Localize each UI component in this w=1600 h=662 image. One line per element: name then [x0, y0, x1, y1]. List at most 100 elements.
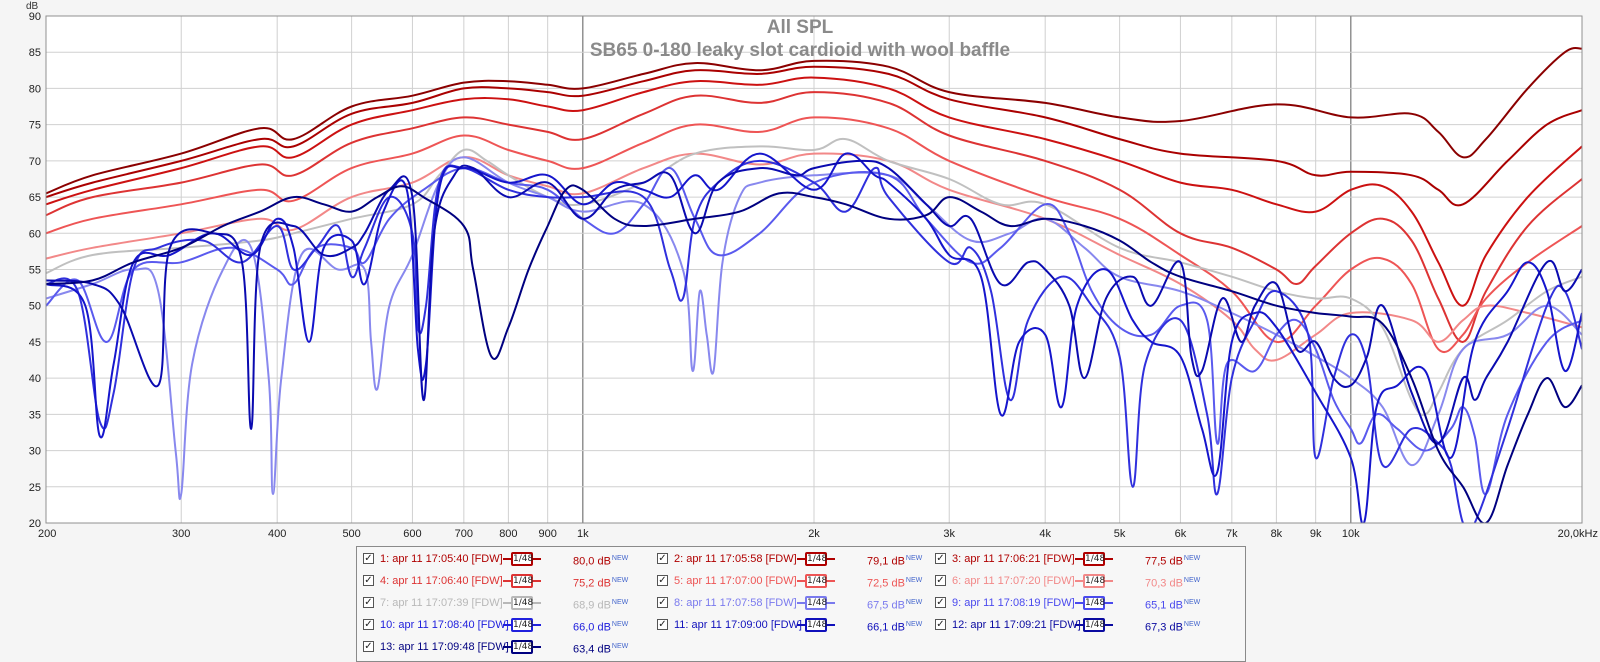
smoothing-indicator[interactable]: 1/48: [503, 596, 541, 610]
x-tick-label: 20,0kHz: [1558, 528, 1598, 540]
smoothing-indicator[interactable]: 1/48: [503, 574, 541, 588]
legend-checkbox[interactable]: ✓: [935, 553, 946, 564]
series-line-1: [46, 46, 1582, 195]
legend-8[interactable]: ✓ 8: apr 11 17:07:58 [FDW] 1/48 67,5 dBNEW: [657, 594, 947, 612]
new-badge: NEW: [611, 599, 629, 606]
new-badge: NEW: [611, 643, 629, 650]
y-tick-label: 20: [29, 518, 41, 530]
x-tick-label: 2k: [808, 528, 820, 540]
plot-frame: [45, 15, 1583, 524]
y-tick-labels: 20 25 30 35 40 45 50 55 60 65 70 75 80 85 90: [29, 11, 41, 530]
series-line-13: [46, 184, 1582, 523]
x-tick-label: 5k: [1114, 528, 1126, 540]
smoothing-label: 1/48: [1083, 574, 1106, 588]
new-badge: NEW: [1183, 599, 1201, 606]
y-tick-label: 60: [29, 228, 41, 240]
legend-checkbox[interactable]: ✓: [363, 619, 374, 630]
legend-label: 12: apr 11 17:09:21 [FDW]: [952, 619, 1081, 631]
y-tick-label: 80: [29, 83, 41, 95]
x-tick-label: 200: [38, 528, 56, 540]
x-tick-label: 4k: [1039, 528, 1051, 540]
legend-13[interactable]: ✓ 13: apr 11 17:09:48 [FDW] 1/48 63,4 dBNEW: [363, 638, 653, 656]
y-tick-label: 55: [29, 265, 41, 277]
smoothing-indicator[interactable]: 1/48: [503, 640, 541, 654]
legend-10[interactable]: ✓ 10: apr 11 17:08:40 [FDW] 1/48 66,0 dBNEW: [363, 616, 653, 634]
legend-checkbox[interactable]: ✓: [657, 553, 668, 564]
legend-label: 8: apr 11 17:07:58 [FDW]: [674, 597, 797, 609]
legend-value: 68,9 dBNEW: [573, 599, 629, 612]
y-tick-label: 40: [29, 373, 41, 385]
legend-label: 13: apr 11 17:09:48 [FDW]: [380, 641, 509, 653]
smoothing-indicator[interactable]: 1/48: [797, 596, 835, 610]
y-tick-label: 35: [29, 409, 41, 421]
series-line-12: [46, 159, 1582, 445]
legend-1[interactable]: ✓ 1: apr 11 17:05:40 [FDW] 1/48 80,0 dBNEW: [363, 550, 653, 568]
legend-checkbox[interactable]: ✓: [935, 619, 946, 630]
series-line-11: [46, 152, 1582, 523]
smoothing-label: 1/48: [1083, 552, 1106, 566]
legend-checkbox[interactable]: ✓: [363, 641, 374, 652]
y-tick-label: 70: [29, 156, 41, 168]
legend-value: 65,1 dBNEW: [1145, 599, 1201, 612]
chart-subtitle: SB65 0-180 leaky slot cardioid with wool…: [590, 40, 1010, 61]
legend-checkbox[interactable]: ✓: [657, 597, 668, 608]
legend-value: 80,0 dBNEW: [573, 555, 629, 568]
y-tick-label: 65: [29, 192, 41, 204]
y-tick-label: 85: [29, 47, 41, 59]
new-badge: NEW: [1183, 621, 1201, 628]
legend-11[interactable]: ✓ 11: apr 11 17:09:00 [FDW] 1/48 66,1 dBNEW: [657, 616, 947, 634]
x-tick-label: 7k: [1226, 528, 1238, 540]
legend-9[interactable]: ✓ 9: apr 11 17:08:19 [FDW] 1/48 65,1 dBNEW: [935, 594, 1225, 612]
smoothing-indicator[interactable]: 1/48: [503, 552, 541, 566]
legend-12[interactable]: ✓ 12: apr 11 17:09:21 [FDW] 1/48 67,3 dBNEW: [935, 616, 1225, 634]
legend-checkbox[interactable]: ✓: [657, 575, 668, 586]
smoothing-indicator[interactable]: 1/48: [797, 552, 835, 566]
series-line-9: [46, 167, 1582, 496]
new-badge: NEW: [905, 621, 923, 628]
smoothing-label: 1/48: [805, 574, 828, 588]
x-tick-label: 800: [499, 528, 517, 540]
legend-value: 67,3 dBNEW: [1145, 621, 1201, 634]
legend-label: 4: apr 11 17:06:40 [FDW]: [380, 575, 503, 587]
legend-label: 3: apr 11 17:06:21 [FDW]: [952, 553, 1075, 565]
x-tick-label: 600: [403, 528, 421, 540]
x-tick-label: 6k: [1175, 528, 1187, 540]
smoothing-label: 1/48: [805, 552, 828, 566]
smoothing-label: 1/48: [511, 640, 534, 654]
smoothing-indicator[interactable]: 1/48: [797, 618, 835, 632]
legend-label: 1: apr 11 17:05:40 [FDW]: [380, 553, 503, 565]
y-tick-label: 75: [29, 120, 41, 132]
chart-title: All SPL: [767, 17, 834, 38]
smoothing-indicator[interactable]: 1/48: [1075, 574, 1113, 588]
smoothing-indicator[interactable]: 1/48: [1075, 596, 1113, 610]
legend-checkbox[interactable]: ✓: [935, 575, 946, 586]
new-badge: NEW: [611, 621, 629, 628]
new-badge: NEW: [611, 555, 629, 562]
legend-4[interactable]: ✓ 4: apr 11 17:06:40 [FDW] 1/48 75,2 dBNEW: [363, 572, 653, 590]
series-line-5: [46, 116, 1582, 354]
legend-checkbox[interactable]: ✓: [363, 575, 374, 586]
legend-value: 66,1 dBNEW: [867, 621, 923, 634]
legend-6[interactable]: ✓ 6: apr 11 17:07:20 [FDW] 1/48 70,3 dBNEW: [935, 572, 1225, 590]
legend-7[interactable]: ✓ 7: apr 11 17:07:39 [FDW] 1/48 68,9 dBNEW: [363, 594, 653, 612]
x-tick-label: 9k: [1310, 528, 1322, 540]
smoothing-indicator[interactable]: 1/48: [1075, 552, 1113, 566]
legend-checkbox[interactable]: ✓: [935, 597, 946, 608]
smoothing-indicator[interactable]: 1/48: [503, 618, 541, 632]
new-badge: NEW: [1183, 577, 1201, 584]
legend-2[interactable]: ✓ 2: apr 11 17:05:58 [FDW] 1/48 79,1 dBNEW: [657, 550, 947, 568]
legend-5[interactable]: ✓ 5: apr 11 17:07:00 [FDW] 1/48 72,5 dBNEW: [657, 572, 947, 590]
legend-label: 9: apr 11 17:08:19 [FDW]: [952, 597, 1075, 609]
legend-3[interactable]: ✓ 3: apr 11 17:06:21 [FDW] 1/48 77,5 dBNEW: [935, 550, 1225, 568]
legend-label: 11: apr 11 17:09:00 [FDW]: [674, 619, 802, 631]
smoothing-indicator[interactable]: 1/48: [1075, 618, 1113, 632]
x-tick-labels: 200 300 400 500 600 700 800 900 1k 2k 3k 4k 5k 6k 7k 8k…: [38, 528, 1598, 540]
legend-value: 63,4 dBNEW: [573, 643, 629, 656]
x-tick-label: 3k: [943, 528, 955, 540]
legend-label: 2: apr 11 17:05:58 [FDW]: [674, 553, 797, 565]
legend-checkbox[interactable]: ✓: [657, 619, 668, 630]
legend-checkbox[interactable]: ✓: [363, 553, 374, 564]
smoothing-indicator[interactable]: 1/48: [797, 574, 835, 588]
legend-checkbox[interactable]: ✓: [363, 597, 374, 608]
y-tick-label: 50: [29, 301, 41, 313]
